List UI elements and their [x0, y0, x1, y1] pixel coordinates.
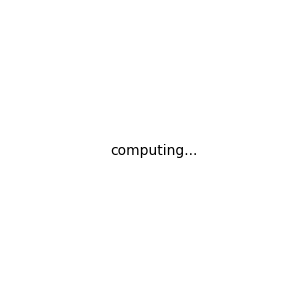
Text: computing...: computing...: [110, 145, 197, 158]
